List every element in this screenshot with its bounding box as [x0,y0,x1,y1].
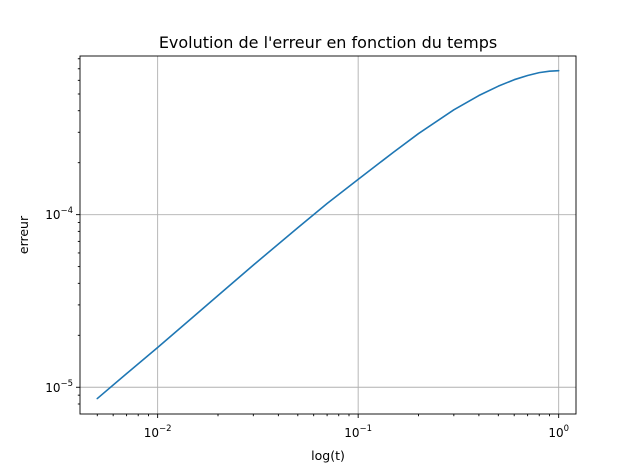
x-tick-label: 10−1 [344,424,372,440]
series-line [96,69,560,400]
chart-title: Evolution de l'erreur en fonction du tem… [159,33,497,52]
plot-frame [79,55,577,415]
plot-series [96,69,560,400]
x-tick-label: 100 [548,424,569,440]
y-axis-label: erreur [16,215,31,254]
x-tick-label: 10−2 [144,424,172,440]
y-tick-label: 10−4 [45,206,73,222]
y-tick-label: 10−5 [45,379,73,395]
grid [80,56,576,414]
x-axis-label: log(t) [311,448,345,463]
axis-ticks: 10−2 10−1 100 10−5 10−4 [45,58,569,440]
